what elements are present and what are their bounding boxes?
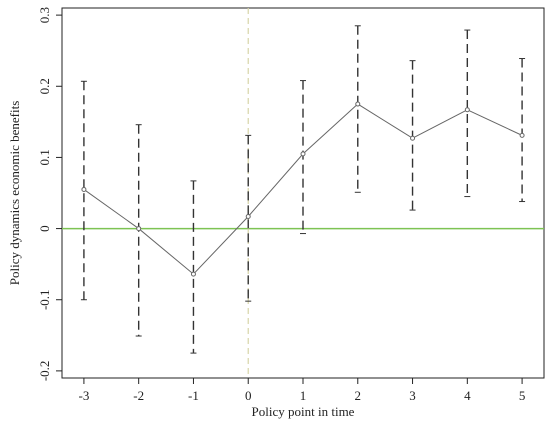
x-tick-label: 1	[300, 388, 307, 403]
y-tick-label: 0.2	[37, 78, 52, 94]
x-tick-label: -3	[78, 388, 89, 403]
x-tick-label: 4	[464, 388, 471, 403]
y-tick-label: -0.1	[37, 289, 52, 310]
x-axis-label: Policy point in time	[252, 404, 355, 419]
y-tick-label: -0.2	[37, 361, 52, 382]
point	[410, 135, 416, 141]
y-tick-label: 0.3	[37, 7, 52, 23]
x-tick-label: 3	[409, 388, 416, 403]
y-tick-label: 0.1	[37, 149, 52, 165]
point	[355, 101, 361, 107]
y-tick-label: 0	[37, 225, 52, 232]
point	[245, 213, 251, 219]
point	[190, 271, 196, 277]
point	[300, 151, 306, 157]
x-tick-label: -2	[133, 388, 144, 403]
x-tick-label: 0	[245, 388, 252, 403]
point	[81, 186, 87, 192]
x-tick-label: -1	[188, 388, 199, 403]
x-tick-label: 2	[355, 388, 362, 403]
y-axis-label: Policy dynamics economic benefits	[7, 101, 22, 285]
point	[136, 226, 142, 232]
point	[519, 132, 525, 138]
point	[464, 107, 470, 113]
x-tick-label: 5	[519, 388, 526, 403]
